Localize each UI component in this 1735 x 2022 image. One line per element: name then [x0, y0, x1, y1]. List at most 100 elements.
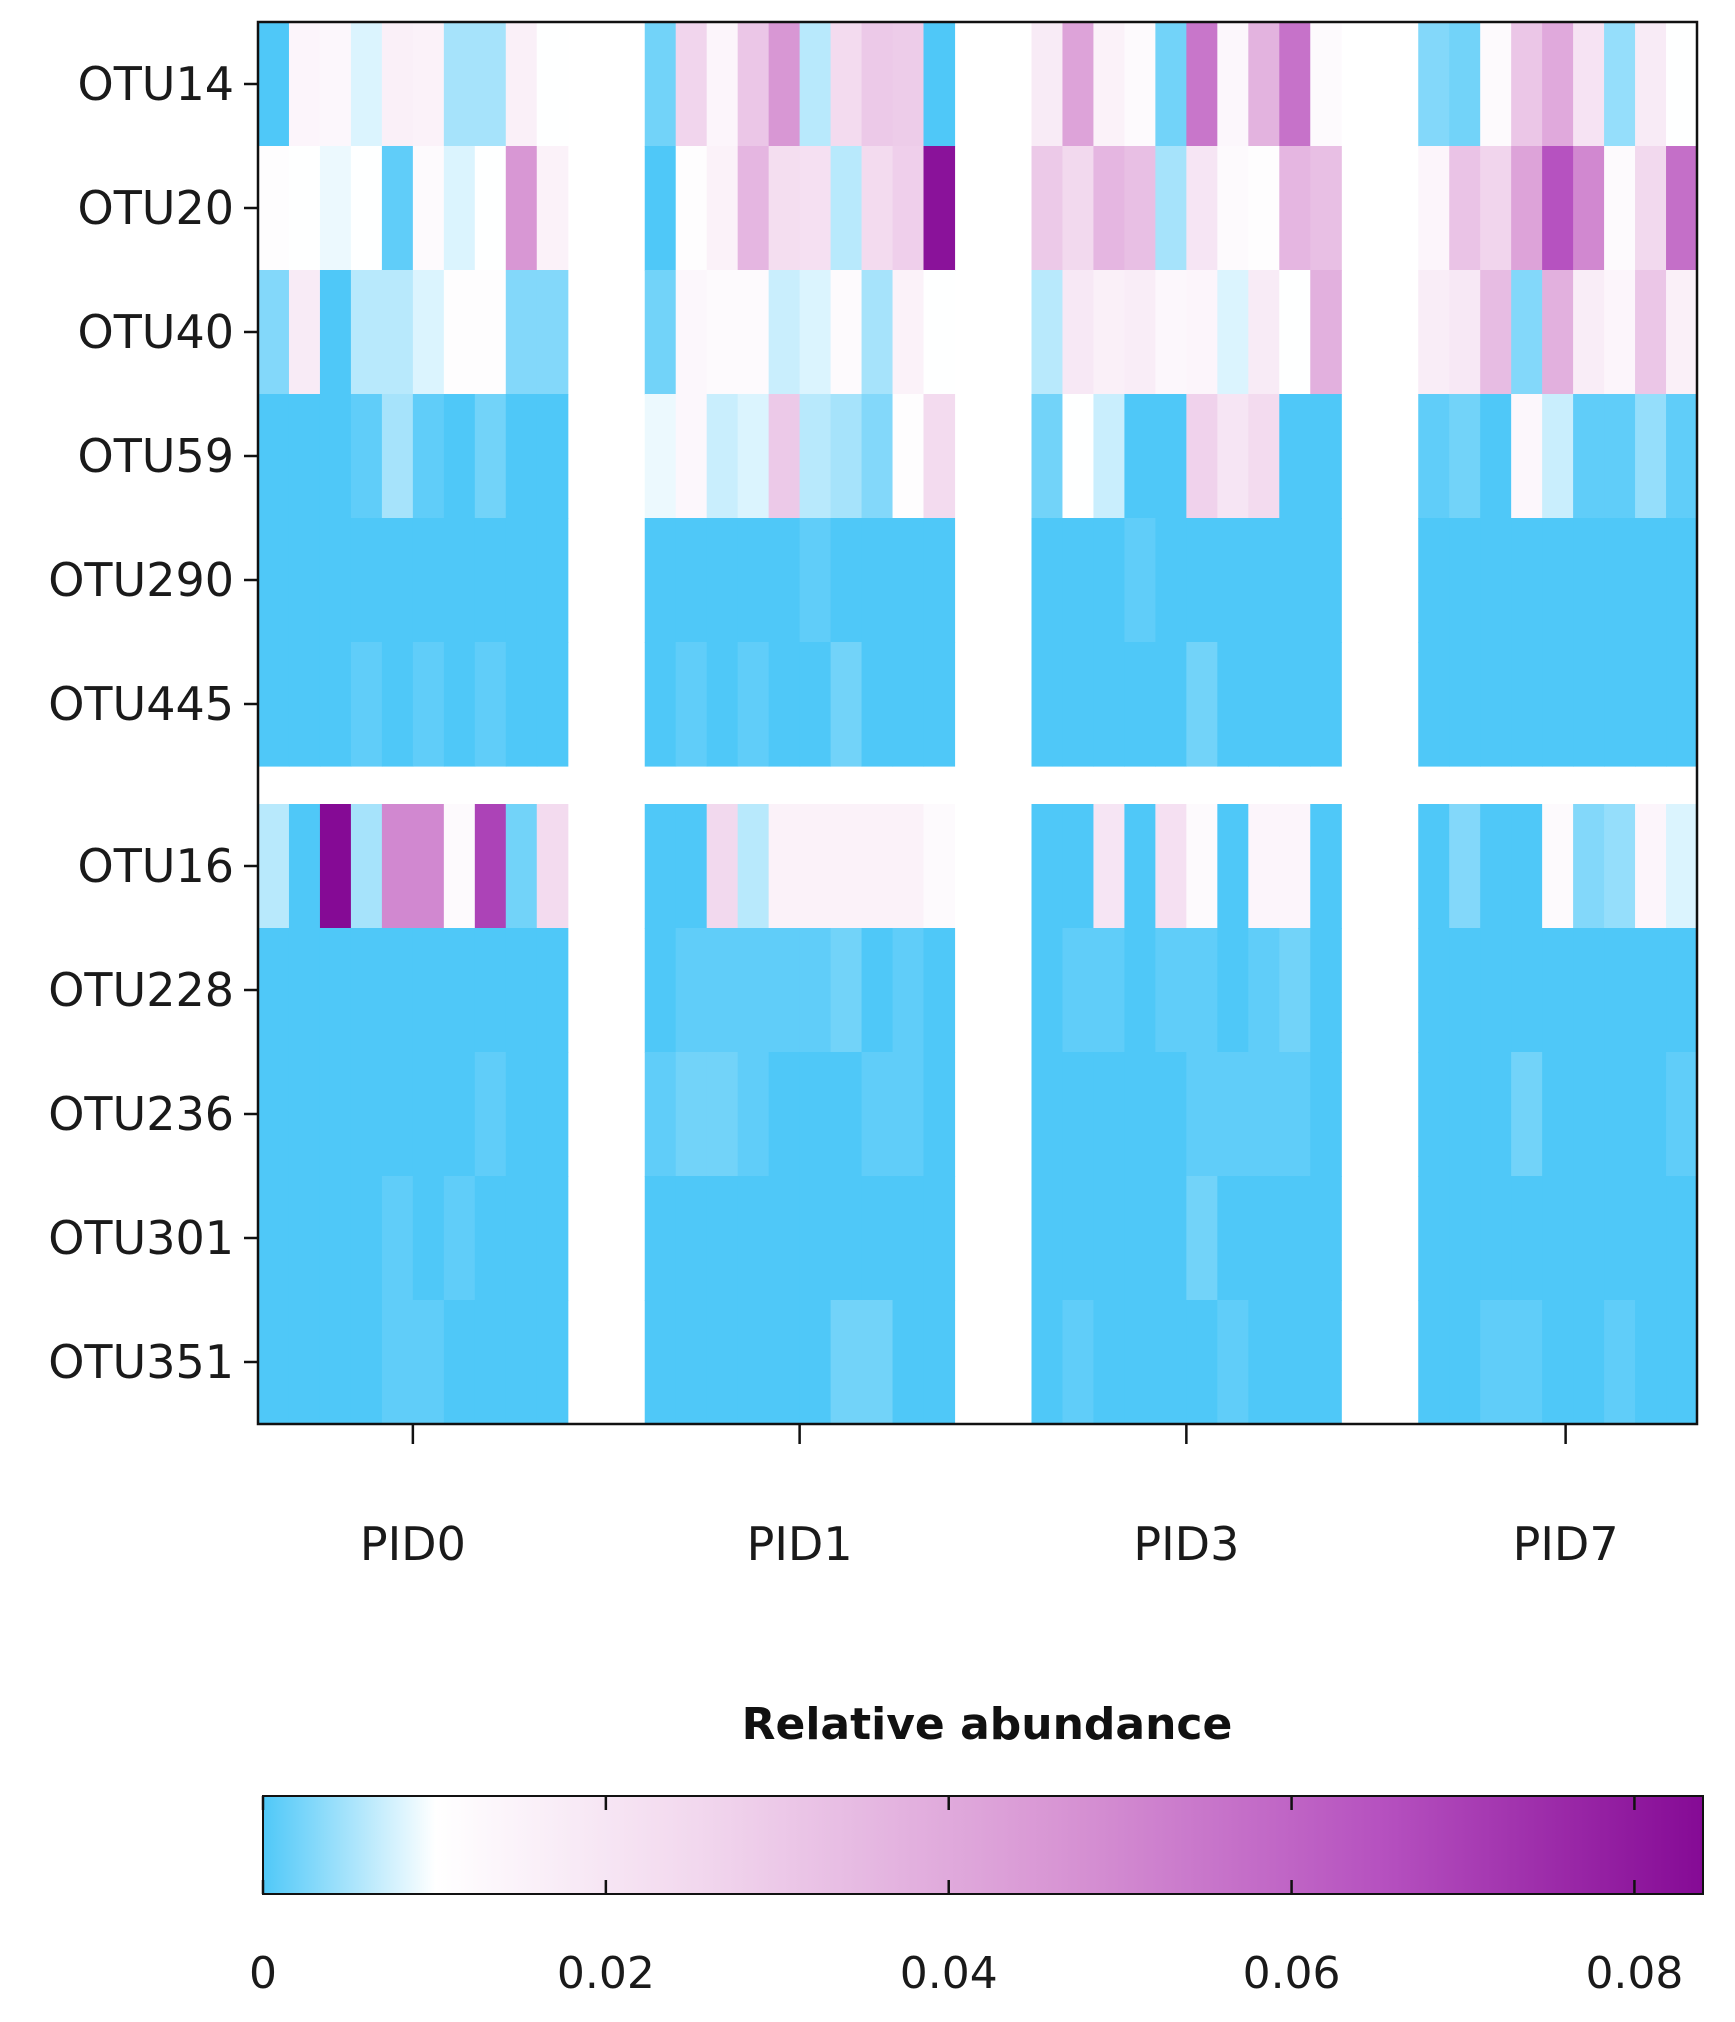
- heatmap-cell: [319, 518, 352, 643]
- heatmap-cell: [288, 804, 321, 929]
- heatmap-cell: [350, 518, 383, 643]
- heatmap-cell: [861, 804, 894, 929]
- heatmap-cell: [1480, 642, 1512, 767]
- heatmap-cell: [1666, 146, 1698, 271]
- heatmap-cell: [923, 1176, 956, 1301]
- heatmap-cell: [1542, 22, 1574, 147]
- heatmap-cell: [1155, 146, 1187, 271]
- heatmap-cell: [1248, 146, 1280, 271]
- heatmap-cell: [1248, 1176, 1280, 1301]
- heatmap-cell: [1635, 22, 1667, 147]
- heatmap-cell: [1542, 928, 1574, 1053]
- heatmap-cell: [1031, 804, 1064, 929]
- heatmap-cell: [288, 642, 321, 767]
- heatmap-cell: [1449, 270, 1481, 395]
- heatmap-cell: [1093, 1300, 1126, 1425]
- heatmap-cell: [1217, 518, 1249, 643]
- heatmap-cell: [1186, 1052, 1218, 1177]
- heatmap-cell: [350, 146, 383, 271]
- heatmap-cell: [923, 270, 956, 395]
- heatmap-cell: [319, 22, 352, 147]
- heatmap-cell: [443, 1052, 476, 1177]
- heatmap-cell: [1093, 642, 1126, 767]
- heatmap-cell: [1604, 518, 1636, 643]
- heatmap-cell: [381, 928, 414, 1053]
- heatmap-cell: [1217, 1300, 1249, 1425]
- heatmap-cell: [443, 1300, 476, 1425]
- heatmap-cell: [1573, 804, 1605, 929]
- heatmap-cell: [1542, 1300, 1574, 1425]
- heatmap-cell: [706, 146, 739, 271]
- heatmap-cell: [1480, 394, 1512, 519]
- heatmap-cell: [1062, 394, 1095, 519]
- heatmap-cell: [1573, 270, 1605, 395]
- heatmap-cell: [1604, 804, 1636, 929]
- heatmap-cell: [288, 1176, 321, 1301]
- heatmap-cell: [412, 928, 445, 1053]
- heatmap-cell: [1418, 270, 1450, 395]
- heatmap-cell: [474, 1176, 507, 1301]
- heatmap-cell: [381, 1300, 414, 1425]
- heatmap-cell: [861, 394, 894, 519]
- heatmap-cell: [644, 518, 677, 643]
- heatmap-cell: [644, 394, 677, 519]
- heatmap-cell: [737, 928, 770, 1053]
- heatmap-cell: [1031, 146, 1064, 271]
- y-tick-label: OTU236: [48, 1087, 234, 1141]
- heatmap-cell: [1062, 1052, 1095, 1177]
- heatmap-cell: [768, 1300, 801, 1425]
- heatmap-cell: [350, 642, 383, 767]
- heatmap-cell: [1279, 146, 1311, 271]
- heatmap-cell: [1573, 1052, 1605, 1177]
- heatmap-cell: [892, 146, 925, 271]
- heatmap-cell: [737, 22, 770, 147]
- heatmap-cell: [1480, 928, 1512, 1053]
- heatmap-cell: [892, 518, 925, 643]
- heatmap-cell: [1186, 270, 1218, 395]
- heatmap-cell: [258, 270, 290, 395]
- heatmap-cell: [1604, 642, 1636, 767]
- heatmap-cell: [737, 518, 770, 643]
- y-tick-label: OTU20: [77, 181, 234, 235]
- heatmap-cell: [536, 394, 569, 519]
- colorbar-tick-label: 0.02: [557, 1948, 655, 1999]
- y-tick-label: OTU228: [48, 963, 234, 1017]
- heatmap-cell: [644, 1052, 677, 1177]
- heatmap-cell: [1093, 1176, 1126, 1301]
- heatmap-cell: [1031, 928, 1064, 1053]
- heatmap-cell: [443, 1176, 476, 1301]
- colorbar-tick-label: 0.08: [1585, 1948, 1683, 1999]
- heatmap-cell: [1217, 642, 1249, 767]
- heatmap-cell: [1217, 22, 1249, 147]
- heatmap-cell: [1093, 146, 1126, 271]
- heatmap-cell: [1155, 804, 1187, 929]
- heatmap-cell: [258, 804, 290, 929]
- heatmap-cell: [1186, 804, 1218, 929]
- heatmap-cell: [1635, 1176, 1667, 1301]
- heatmap-cell: [1217, 1052, 1249, 1177]
- heatmap-cell: [799, 22, 832, 147]
- heatmap-cell: [412, 518, 445, 643]
- heatmap-cell: [350, 804, 383, 929]
- heatmap-cell: [381, 518, 414, 643]
- heatmap-cell: [412, 394, 445, 519]
- heatmap-cell: [799, 1052, 832, 1177]
- heatmap-cell: [1248, 928, 1280, 1053]
- heatmap-cell: [443, 518, 476, 643]
- heatmap-cell: [1279, 642, 1311, 767]
- heatmap-cell: [1093, 928, 1126, 1053]
- heatmap-cell: [1217, 270, 1249, 395]
- heatmap-cell: [474, 1052, 507, 1177]
- heatmap-cell: [1666, 804, 1698, 929]
- heatmap-cell: [505, 1176, 538, 1301]
- heatmap-cell: [1217, 146, 1249, 271]
- heatmap-cell: [1248, 22, 1280, 147]
- heatmap-cell: [1542, 146, 1574, 271]
- heatmap-cell: [892, 270, 925, 395]
- heatmap-cell: [923, 804, 956, 929]
- heatmap-cell: [536, 928, 569, 1053]
- heatmap-cell: [1604, 1300, 1636, 1425]
- heatmap-cell: [474, 394, 507, 519]
- heatmap-cell: [706, 518, 739, 643]
- heatmap-cell: [737, 394, 770, 519]
